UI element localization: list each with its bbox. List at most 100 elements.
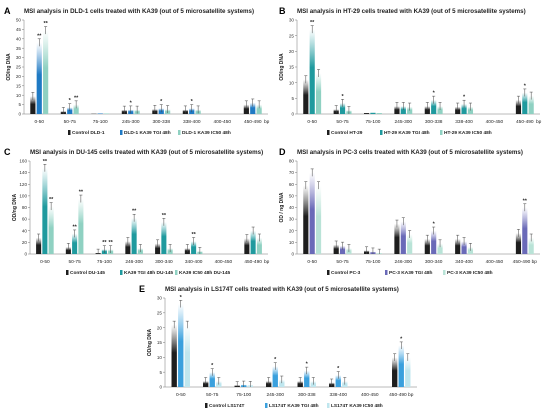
significance-marker: ** [191, 232, 196, 238]
category-label: 245-300 [395, 119, 413, 125]
legend-swatch [327, 270, 330, 275]
significance-marker: ** [43, 159, 48, 165]
panel-letter: D [279, 147, 286, 157]
category-label: 0-50 [176, 392, 186, 398]
category-label: 0-50 [40, 259, 50, 265]
category-label: 338-400 [329, 392, 347, 398]
legend-label: Control DLD-1 [72, 130, 105, 136]
category-label: 75-100 [365, 119, 380, 125]
bar [315, 185, 322, 254]
y-tick-label: 160 [19, 159, 27, 164]
category-label: 50-75 [64, 119, 77, 125]
category-label: 300-338 [298, 392, 316, 398]
bar [256, 237, 262, 254]
bar [424, 106, 430, 114]
y-tick-label: 100 [19, 193, 27, 198]
y-axis-label: OD/ng DNA [6, 53, 12, 81]
y-tick-label: 70 [289, 170, 295, 175]
bar [43, 30, 49, 115]
y-tick-label: 0 [291, 112, 294, 117]
significance-marker: * [433, 222, 436, 228]
bar [72, 233, 78, 254]
legend-swatch [66, 270, 69, 275]
category-label: 246-300 [125, 259, 143, 265]
chart-svg-b: B MSI analysis in HT-29 cells treated wit… [279, 6, 542, 136]
y-axis-label: OD/ng DNA [147, 329, 153, 357]
bar [363, 112, 370, 114]
legend-label: DLD-1 KA39 TGI 48h [124, 130, 171, 136]
chart-svg-a: A MSI analysis in DLD-1 cells treated wit… [4, 6, 270, 136]
bar [155, 243, 161, 254]
bar [400, 106, 406, 114]
legend-swatch [440, 130, 443, 135]
category-label: 450-490 [516, 119, 534, 125]
category-label: 450-490 bp [513, 259, 538, 265]
legend-label: LS174T KA39 IC50 48h [331, 403, 383, 409]
bar [243, 104, 249, 114]
y-tick-label: 40 [289, 205, 295, 210]
category-label: 400-450 [215, 259, 233, 265]
bar [437, 243, 443, 254]
y-tick-label: 0 [159, 385, 162, 390]
x-unit-label: bp [264, 259, 270, 265]
y-tick-label: 5 [291, 96, 294, 101]
chart-panel-a: A MSI analysis in DLD-1 cells treated wit… [0, 0, 275, 140]
bar [515, 233, 522, 254]
chart-title: MSI analysis in HT-29 cells treated with… [297, 8, 526, 15]
significance-marker: ** [162, 213, 167, 219]
significance-marker: ** [310, 20, 315, 26]
bar [339, 245, 346, 254]
chart-panel-b: B MSI analysis in HT-29 cells treated wit… [275, 0, 550, 140]
significance-marker: ** [37, 33, 42, 39]
significance-marker: * [400, 336, 403, 342]
bar [30, 96, 36, 114]
legend-label: LS174T KA39 TGI 48h [269, 403, 319, 409]
significance-marker: ** [79, 190, 84, 196]
category-label: 75-100 [365, 259, 380, 265]
bar [171, 324, 177, 387]
y-tick-label: 30 [289, 18, 295, 23]
category-label: 246-300 [395, 259, 413, 265]
y-tick-label: 10 [16, 93, 22, 98]
significance-marker: ** [523, 198, 528, 204]
bar [424, 238, 430, 254]
bar [522, 207, 528, 254]
category-label: 338-400 [183, 119, 201, 125]
bar [161, 222, 167, 254]
y-tick-label: 60 [289, 182, 295, 187]
legend-label: PC-3 KA39 TGI 48h [389, 270, 433, 276]
y-tick-label: 30 [289, 217, 295, 222]
bar [125, 241, 131, 254]
bar [376, 112, 382, 114]
significance-marker: * [211, 363, 214, 369]
bar [431, 99, 437, 114]
category-label: 0-50 [307, 119, 317, 125]
bar [392, 357, 398, 387]
significance-marker: * [180, 295, 183, 301]
category-label: 300-340 [155, 259, 173, 265]
y-tick-label: 10 [289, 80, 295, 85]
bar [48, 206, 54, 254]
legend-label: KA39 IC50 48h DU-145 [179, 270, 231, 276]
panel-letter: E [139, 284, 145, 294]
bar [315, 73, 322, 114]
panel-letter: A [4, 6, 11, 16]
y-tick-label: 20 [157, 325, 163, 330]
chart-panel-d: D MSI analysis in PC-3 cells treated with… [275, 143, 550, 281]
chart-title: MSI analysis in DU-145 cells treated wit… [30, 149, 263, 156]
chart-panel-e: E MSI analysis in LS174T cells treated wi… [135, 283, 425, 414]
significance-marker: ** [108, 240, 113, 246]
bar [184, 324, 190, 387]
significance-marker: ** [102, 240, 107, 246]
significance-marker: ** [74, 95, 79, 101]
category-label: 75-100 [93, 119, 108, 125]
bar [400, 221, 406, 254]
category-label: 300-340 [425, 259, 443, 265]
category-label: 50-75 [206, 392, 219, 398]
significance-marker: * [337, 366, 340, 372]
y-tick-label: 60 [22, 217, 28, 222]
legend-swatch [327, 403, 330, 408]
category-label: 450-490 [244, 259, 262, 265]
legend-label: Control PC-3 [331, 270, 361, 276]
bar [191, 241, 197, 254]
